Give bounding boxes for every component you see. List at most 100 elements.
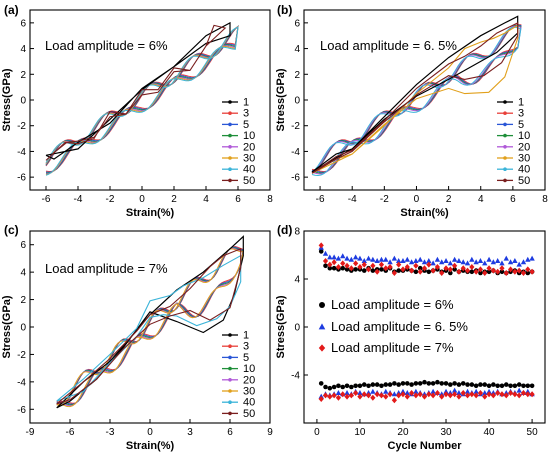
y-tick-label: 0 bbox=[20, 96, 26, 107]
y-tick-label: -2 bbox=[17, 350, 26, 361]
data-point-diamond bbox=[430, 267, 436, 274]
data-point-diamond bbox=[507, 266, 514, 273]
data-point-diamond bbox=[400, 391, 406, 398]
x-tick-label: 0 bbox=[139, 194, 145, 205]
x-tick-label: 6 bbox=[235, 194, 241, 205]
data-point-diamond bbox=[499, 265, 505, 272]
data-point-circle bbox=[417, 265, 423, 271]
data-point-circle bbox=[374, 382, 380, 387]
panel-a: -6 -4 -2 0 2 4 6 8 -6 -4 -2 0 2 4 6 Strain(%) Stress(GPa… bbox=[1, 3, 273, 219]
data-point-diamond bbox=[370, 262, 376, 269]
x-axis-title: Cycle Number bbox=[388, 440, 463, 452]
data-point-circle bbox=[495, 383, 500, 389]
data-point-triangle bbox=[408, 259, 415, 265]
y-axis-title: Stress(GPa) bbox=[275, 295, 287, 358]
data-point-diamond bbox=[434, 264, 441, 270]
data-point-diamond bbox=[447, 266, 453, 273]
data-point-diamond bbox=[353, 390, 359, 396]
y-tick-label: 4 bbox=[294, 275, 300, 286]
y-tick-label: -2 bbox=[17, 121, 26, 132]
data-point-diamond bbox=[520, 270, 527, 276]
data-point-triangle bbox=[451, 387, 458, 393]
data-point-diamond bbox=[473, 268, 479, 275]
data-point-circle bbox=[439, 381, 445, 386]
load-amplitude-annotation: Load amplitude = 7% bbox=[45, 261, 168, 276]
data-point-circle bbox=[422, 379, 427, 385]
legend-label: 3 bbox=[518, 108, 524, 120]
legend-label: 30 bbox=[518, 153, 530, 165]
data-point-diamond bbox=[499, 391, 505, 398]
data-point-diamond bbox=[344, 262, 350, 269]
y-tick-label: 6 bbox=[294, 18, 300, 29]
data-point-triangle bbox=[516, 387, 522, 393]
data-point-circle bbox=[331, 265, 337, 271]
data-point-diamond bbox=[396, 261, 402, 268]
x-tick-label: 0 bbox=[314, 427, 320, 438]
x-tick-label: -4 bbox=[74, 194, 83, 205]
data-point-diamond bbox=[331, 259, 337, 266]
data-point-circle bbox=[413, 381, 419, 386]
data-point-circle bbox=[469, 382, 475, 387]
data-point-triangle bbox=[383, 256, 389, 262]
data-point-circle bbox=[331, 384, 337, 390]
data-point-circle bbox=[361, 268, 367, 273]
legend-marker bbox=[228, 333, 232, 337]
y-tick-label: 4 bbox=[294, 44, 300, 55]
data-point-circle bbox=[491, 382, 496, 387]
y-axis-title: Stress(GPa) bbox=[275, 68, 287, 131]
data-point-circle bbox=[379, 267, 384, 272]
data-point-triangle bbox=[340, 253, 346, 259]
data-point-triangle bbox=[529, 255, 535, 261]
cycle-20-curve bbox=[311, 25, 522, 175]
data-point-circle bbox=[370, 382, 376, 387]
data-point-diamond bbox=[408, 267, 415, 274]
data-point-triangle bbox=[443, 258, 449, 263]
data-point-diamond bbox=[482, 393, 488, 400]
data-point-triangle bbox=[413, 258, 419, 263]
data-point-circle bbox=[465, 382, 470, 387]
x-tick-label: 8 bbox=[542, 194, 548, 205]
y-axis-title: Stress(GPa) bbox=[1, 68, 13, 131]
data-point-diamond bbox=[404, 264, 410, 270]
data-point-diamond bbox=[344, 393, 350, 400]
data-point-diamond bbox=[477, 266, 484, 273]
legend-label: 1 bbox=[243, 97, 249, 109]
legend-marker bbox=[503, 100, 507, 104]
legend-label: Load amplitude = 6. 5% bbox=[331, 319, 468, 334]
data-point-triangle bbox=[456, 258, 462, 263]
x-tick-label: -3 bbox=[106, 427, 115, 438]
data-point-triangle bbox=[482, 390, 488, 395]
y-tick-label: -4 bbox=[291, 147, 300, 158]
panel-c: -9 -6 -3 0 3 6 9-6-4-20246Strain(%)Stress(GPa)… bbox=[1, 223, 273, 452]
data-point-diamond bbox=[374, 391, 380, 398]
data-point-circle bbox=[327, 385, 333, 391]
y-tick-label: 4 bbox=[20, 268, 26, 279]
x-tick-label: -9 bbox=[26, 427, 35, 438]
data-point-triangle bbox=[348, 256, 355, 262]
y-tick-label: 4 bbox=[20, 44, 26, 55]
data-point-diamond bbox=[482, 270, 488, 276]
data-point-diamond bbox=[357, 264, 363, 270]
data-point-triangle bbox=[430, 260, 436, 266]
panel-b: -6 -4 -2 0 2 4 6 8 -6 -4 -2 0 2 4 6 Strain(%) Stress(GPa… bbox=[275, 3, 548, 219]
data-point-diamond bbox=[400, 266, 406, 273]
data-point-triangle bbox=[357, 255, 363, 261]
legend-marker bbox=[503, 133, 507, 138]
y-tick-label: -6 bbox=[17, 173, 26, 184]
legend-label: 20 bbox=[518, 141, 530, 153]
data-point-circle bbox=[323, 263, 328, 269]
legend-marker bbox=[228, 400, 232, 405]
legend-label: Load amplitude = 6% bbox=[331, 297, 454, 312]
legend-marker bbox=[503, 167, 507, 171]
data-point-circle bbox=[516, 382, 522, 387]
data-point-circle bbox=[349, 384, 354, 390]
data-point-circle bbox=[435, 379, 440, 385]
y-tick-label: -4 bbox=[17, 147, 26, 158]
legend-label: 40 bbox=[243, 164, 255, 176]
data-point-diamond bbox=[503, 392, 509, 399]
data-point-triangle bbox=[430, 388, 436, 394]
legend-marker bbox=[228, 389, 232, 393]
data-point-triangle bbox=[404, 390, 410, 395]
data-point-circle bbox=[473, 383, 479, 389]
